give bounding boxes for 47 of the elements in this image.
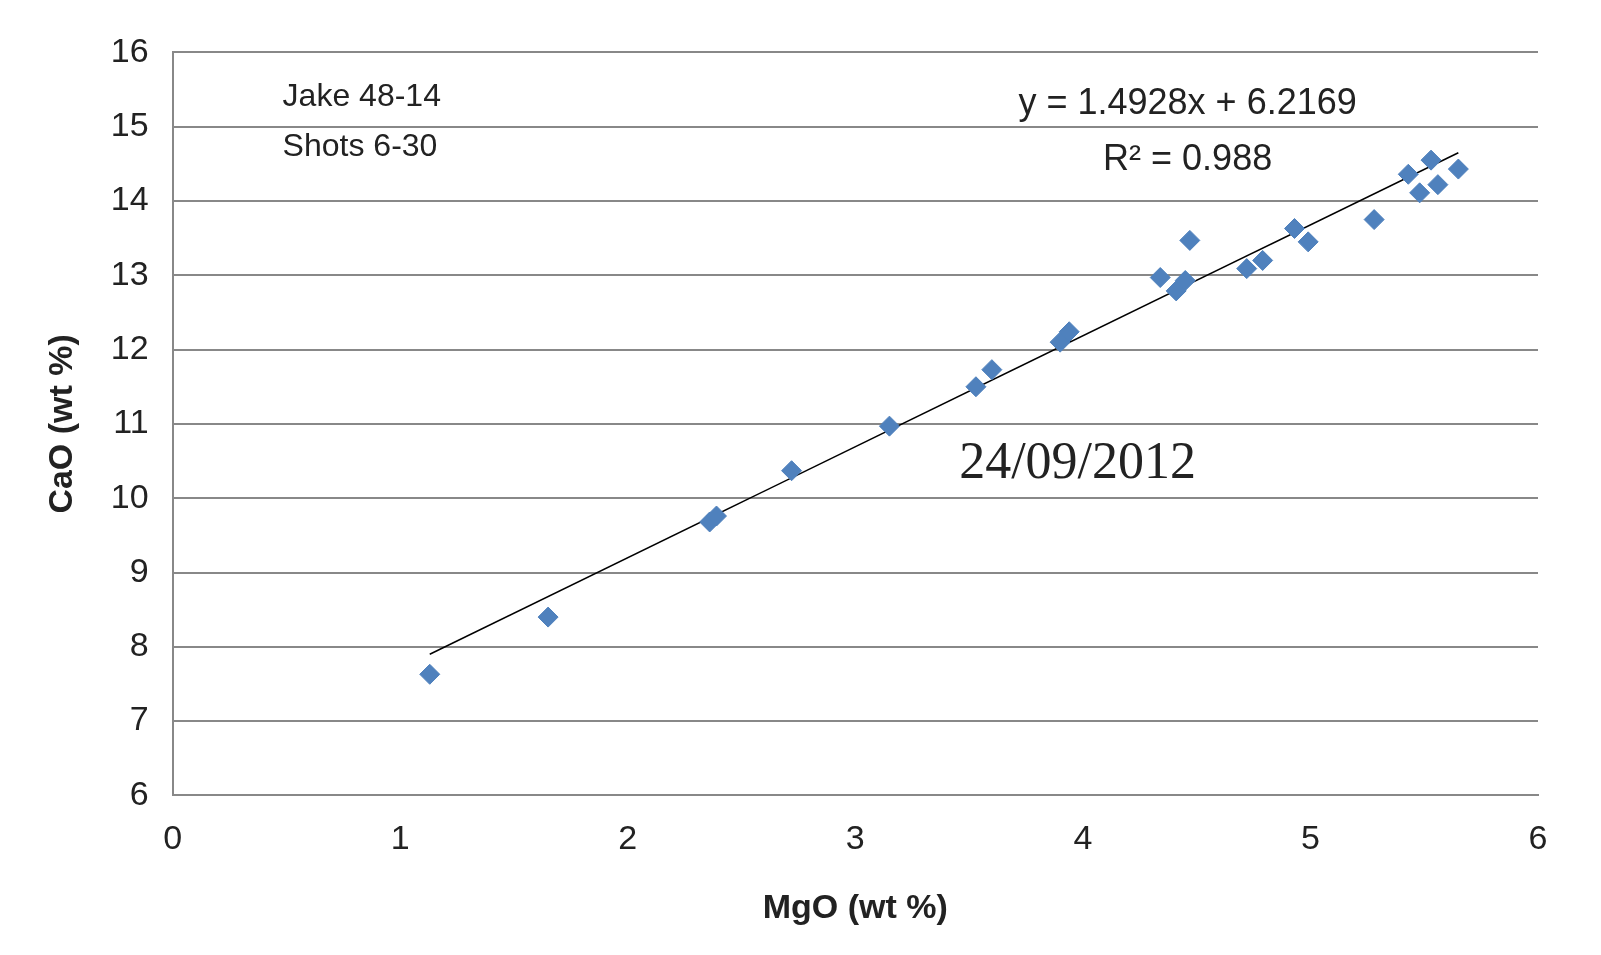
x-tick-label: 1 [390, 818, 410, 857]
point [965, 376, 987, 398]
point [1174, 270, 1196, 291]
annotation: 24/09/2012 [959, 432, 1197, 490]
y-tick-label: 14 [110, 179, 149, 218]
point [1284, 217, 1306, 239]
point [537, 606, 559, 628]
point [1149, 267, 1171, 289]
point [981, 359, 1003, 381]
annotation: y = 1.4928x + 6.2169 [1018, 81, 1357, 123]
y-tick-label: 8 [129, 625, 149, 664]
point [878, 415, 900, 437]
x-tick-label: 2 [618, 818, 638, 857]
y-tick-label: 7 [129, 699, 149, 738]
y-tick-label: 15 [110, 105, 149, 144]
point [1252, 249, 1274, 271]
point [1427, 174, 1449, 196]
point [1420, 149, 1442, 171]
point [1236, 258, 1258, 280]
annotation: R² = 0.988 [1103, 137, 1273, 179]
point [1409, 182, 1431, 204]
point [1058, 321, 1080, 343]
point [1297, 231, 1319, 253]
x-axis-title: MgO (wt %) [762, 886, 948, 925]
point [419, 663, 441, 685]
y-tick-label: 16 [110, 30, 149, 69]
y-tick-label: 13 [110, 253, 149, 292]
y-axis-title: CaO (wt %) [40, 334, 79, 514]
point [1447, 158, 1469, 180]
point [1179, 229, 1201, 251]
point [1049, 331, 1071, 353]
x-tick-label: 3 [845, 818, 865, 857]
point [781, 460, 803, 482]
point [706, 505, 727, 527]
y-tick-label: 11 [113, 402, 149, 441]
y-tick-label: 10 [110, 476, 149, 515]
y-tick-label: 12 [110, 327, 149, 366]
x-tick-label: 5 [1300, 818, 1320, 857]
x-tick-label: 4 [1073, 818, 1093, 857]
x-tick-label: 6 [1528, 818, 1548, 857]
y-tick-label: 9 [129, 550, 149, 589]
point [1363, 209, 1385, 231]
annotation: Shots 6-30 [282, 127, 438, 164]
y-tick-label: 6 [129, 773, 149, 812]
point [1397, 163, 1419, 185]
x-tick-label: 0 [163, 818, 183, 857]
annotation: Jake 48-14 [282, 77, 441, 114]
